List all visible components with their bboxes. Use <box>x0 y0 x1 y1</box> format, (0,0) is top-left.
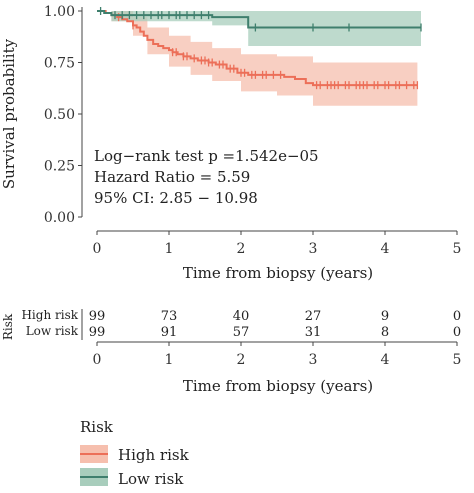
risk-table: Risk High risk Low risk 99 73 40 27 9 099 91 57… <box>1 308 461 395</box>
risk-x-tick-label: 4 <box>381 352 390 368</box>
risk-row-label-low: Low risk <box>26 324 79 338</box>
y-tick-label: 0.25 <box>44 159 75 175</box>
risk-value: 91 <box>161 325 178 340</box>
risk-value: 8 <box>381 325 389 340</box>
risk-axis: 0 1 2 3 4 5 <box>81 309 462 368</box>
y-tick-label: 0.00 <box>44 210 75 226</box>
risk-value: 27 <box>305 309 322 324</box>
risk-x-tick-label: 3 <box>309 352 318 368</box>
plot-area <box>97 7 422 108</box>
legend-label-low-risk: Low risk <box>118 470 184 488</box>
risk-row-label-high: High risk <box>21 308 78 322</box>
y-tick-label: 1.00 <box>44 4 75 20</box>
risk-value: 0 <box>453 325 461 340</box>
hazard-ratio-text: Hazard Ratio = 5.59 <box>94 168 250 186</box>
legend-title: Risk <box>80 418 114 436</box>
risk-x-tick-label: 2 <box>237 352 246 368</box>
risk-value: 31 <box>305 325 322 340</box>
x-axis-title: Time from biopsy (years) <box>183 264 373 282</box>
risk-x-tick-label: 1 <box>165 352 174 368</box>
stats-annotation: Log−rank test p =1.542e−05 Hazard Ratio … <box>94 147 319 207</box>
x-tick-label: 5 <box>453 241 462 257</box>
legend-label-high-risk: High risk <box>118 446 190 464</box>
risk-table-title: Risk <box>1 313 15 340</box>
axes: 0.00 0.25 0.50 0.75 1.00 0 1 2 3 4 5 <box>44 4 462 257</box>
ci-band-high-risk <box>97 11 418 108</box>
risk-value: 57 <box>233 325 250 340</box>
x-tick-label: 2 <box>237 241 246 257</box>
risk-value: 99 <box>89 309 106 324</box>
y-tick-label: 0.50 <box>44 107 75 123</box>
risk-x-axis-title: Time from biopsy (years) <box>183 377 373 395</box>
risk-values: 99 73 40 27 9 0 99 91 57 31 8 0 <box>89 309 461 340</box>
risk-x-tick-label: 5 <box>453 352 462 368</box>
x-tick-label: 4 <box>381 241 390 257</box>
risk-x-tick-label: 0 <box>93 352 102 368</box>
x-tick-label: 3 <box>309 241 318 257</box>
risk-value: 99 <box>89 325 106 340</box>
x-tick-label: 0 <box>93 241 102 257</box>
risk-value: 0 <box>453 309 461 324</box>
logrank-text: Log−rank test p =1.542e−05 <box>94 147 319 165</box>
x-tick-label: 1 <box>165 241 174 257</box>
y-axis-title: Survival probability <box>0 38 18 189</box>
ci-text: 95% CI: 2.85 − 10.98 <box>94 189 258 207</box>
risk-value: 9 <box>381 309 389 324</box>
survival-curve-high-risk <box>97 10 418 87</box>
y-tick-label: 0.75 <box>44 56 75 72</box>
legend: Risk High risk Low risk <box>80 418 190 488</box>
ci-band-low-risk <box>97 11 421 47</box>
risk-value: 73 <box>161 309 178 324</box>
risk-value: 40 <box>233 309 250 324</box>
